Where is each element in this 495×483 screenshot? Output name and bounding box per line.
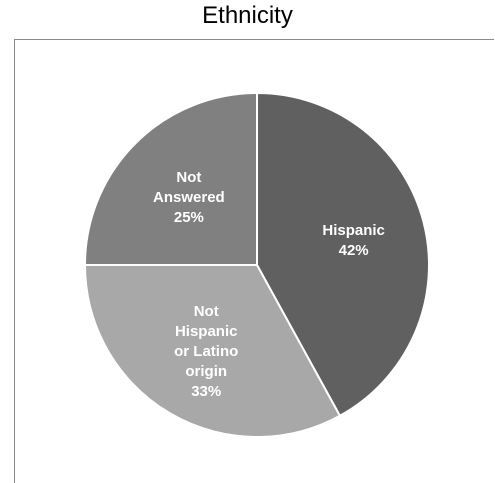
pie-slice-label: Hispanic 42% xyxy=(322,222,385,259)
pie-slice-name: origin xyxy=(185,363,227,380)
pie-slice xyxy=(256,91,431,418)
pie-slice-name: Not xyxy=(176,169,201,186)
pie-slice-name: or Latino xyxy=(174,343,238,360)
pie-slice xyxy=(83,91,258,266)
pie-slice-value: 42% xyxy=(339,242,369,259)
pie-slice-label: Not Answered 25% xyxy=(153,169,225,226)
pie-slice-labels: Hispanic 42% Not Hispanic or Latino origin 33%… xyxy=(153,169,385,400)
pie-slice-label: Not Hispanic or Latino origin 33% xyxy=(174,303,238,400)
pie-slices xyxy=(83,91,431,438)
pie-slice-value: 33% xyxy=(191,383,221,400)
pie-slice-name: Not xyxy=(194,303,219,320)
pie-slice-value: 25% xyxy=(174,209,204,226)
pie-slice-name: Hispanic xyxy=(322,222,385,239)
pie-slice xyxy=(83,264,342,438)
pie-slice-name: Hispanic xyxy=(175,323,238,340)
chart-title: Ethnicity xyxy=(202,2,293,29)
pie-slice-name: Answered xyxy=(153,189,225,206)
